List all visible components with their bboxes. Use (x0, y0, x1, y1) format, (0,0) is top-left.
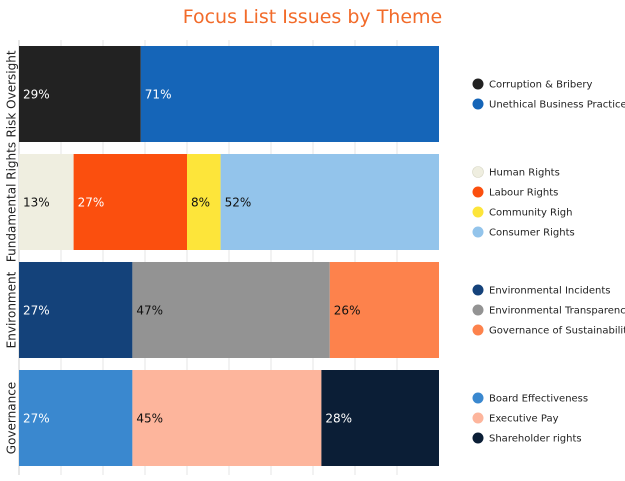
legend-marker (472, 304, 484, 316)
legend-marker (472, 98, 484, 110)
category-label: Risk Oversight (5, 50, 19, 137)
bar-segment[interactable] (321, 370, 439, 466)
legend-marker (472, 284, 484, 296)
category-label: Fundamental Rights (5, 142, 19, 262)
category-label: Environment (5, 271, 19, 348)
legend-marker (472, 166, 484, 178)
data-label: 71% (145, 88, 172, 102)
bar-segment[interactable] (220, 154, 439, 250)
data-label: 29% (23, 88, 50, 102)
legend-label: Community Righ (489, 208, 572, 219)
legend-label: Labour Rights (489, 188, 558, 199)
bar-segment[interactable] (19, 46, 141, 142)
category-label: Governance (5, 382, 19, 454)
data-label: 27% (78, 196, 105, 210)
legend-label: Unethical Business Practices (489, 100, 625, 111)
legend-label: Environmental Incidents (489, 286, 610, 297)
legend-label: Board Effectiveness (489, 394, 588, 405)
bar-segment[interactable] (132, 370, 322, 466)
legend-label: Executive Pay (489, 414, 559, 425)
data-label: 27% (23, 304, 50, 318)
legend-marker (472, 226, 484, 238)
legend-marker (472, 206, 484, 218)
legend-marker (472, 78, 484, 90)
legend-label: Environmental Transparency (489, 306, 625, 317)
legend-label: Corruption & Bribery (489, 80, 593, 91)
data-label: 13% (23, 196, 50, 210)
data-label: 45% (136, 412, 163, 426)
bar-segment[interactable] (140, 46, 440, 142)
legend-label: Consumer Rights (489, 228, 575, 239)
bar-segment[interactable] (187, 154, 221, 250)
legend-label: Shareholder rights (489, 434, 582, 445)
data-label: 26% (334, 304, 361, 318)
data-label: 8% (191, 196, 210, 210)
bar-segment[interactable] (19, 154, 74, 250)
data-label: 28% (325, 412, 352, 426)
legend-marker (472, 186, 484, 198)
legend-marker (472, 432, 484, 444)
data-label: 47% (136, 304, 163, 318)
data-label: 27% (23, 412, 50, 426)
bar-segment[interactable] (19, 370, 133, 466)
bar-segment[interactable] (73, 154, 187, 250)
legend-marker (472, 324, 484, 336)
bar-segment[interactable] (132, 262, 330, 358)
legend-marker (472, 392, 484, 404)
chart-title: Focus List Issues by Theme (182, 6, 443, 28)
legend-marker (472, 412, 484, 424)
data-label: 52% (225, 196, 252, 210)
legend-label: Human Rights (489, 168, 560, 179)
bar-segment[interactable] (19, 262, 133, 358)
legend-label: Governance of Sustainability (489, 326, 625, 337)
bar-segment[interactable] (329, 262, 439, 358)
